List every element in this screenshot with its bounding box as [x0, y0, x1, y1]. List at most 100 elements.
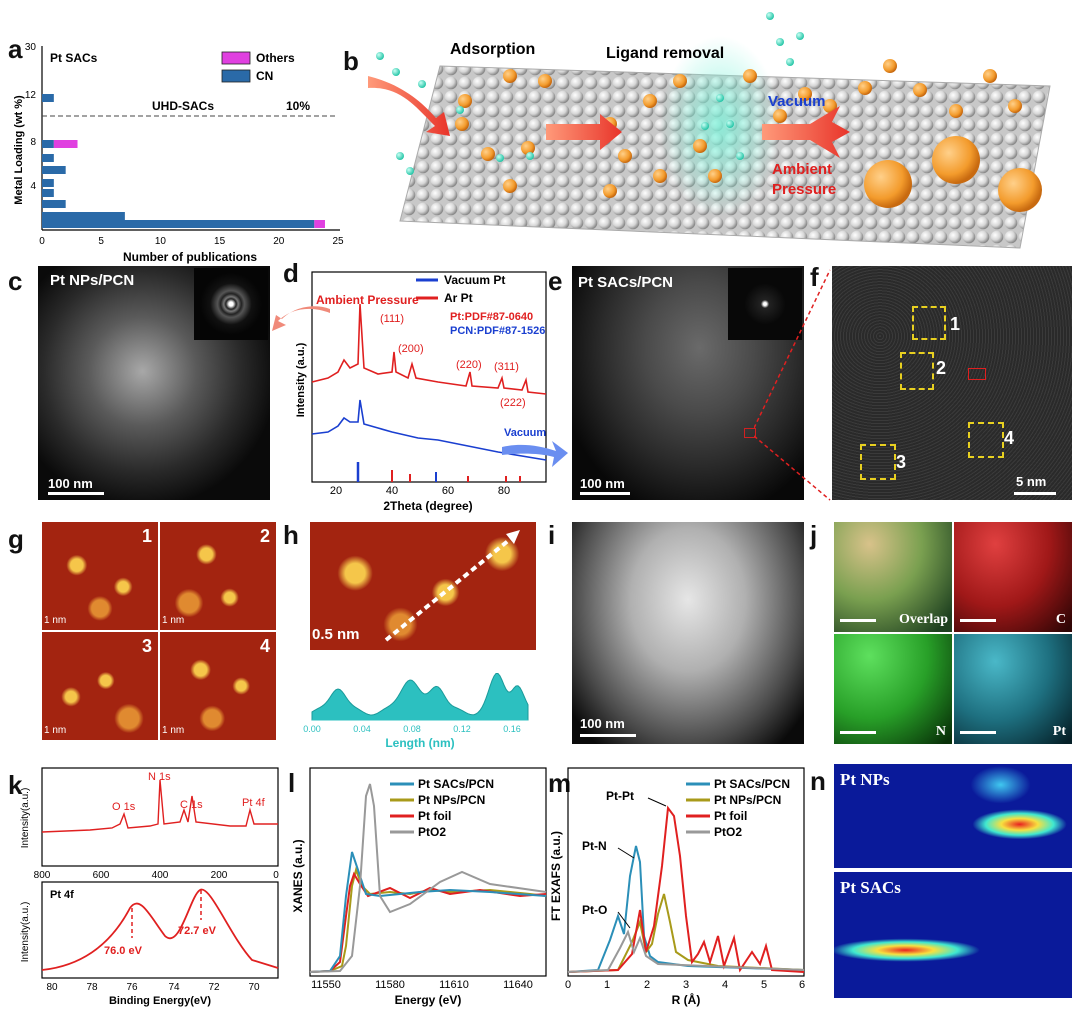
a-x-ticks: 0 5 10 15 20 25 [39, 236, 344, 247]
l-pto2-line [309, 783, 547, 973]
k-peak-760: 76.0 eV [104, 945, 143, 957]
a-ytick-12: 12 [25, 90, 37, 101]
d-vacuum-label: Vacuum [504, 427, 546, 439]
b-pt-atom [743, 69, 757, 83]
d-peak-222: (222) [500, 397, 526, 409]
b-pt-atom [503, 69, 517, 83]
m-legend: Pt SACs/PCN Pt NPs/PCN Pt foil PtO2 [686, 777, 790, 839]
k-n1s: N 1s [148, 771, 171, 783]
j-c-label: C [1055, 612, 1066, 627]
b-ligand-atom [736, 152, 744, 160]
f-red-box [968, 368, 986, 380]
g-tile-1-label: 1 [141, 526, 152, 546]
g-tile-3-scale: 1 nm [44, 725, 67, 736]
f-box-2 [900, 352, 934, 390]
g-tile-4-label: 4 [259, 636, 270, 656]
svg-text:20: 20 [330, 485, 342, 497]
g-tile-4: 4 1 nm [160, 632, 276, 740]
m-ptn-label: Pt-N [582, 839, 607, 853]
panel-letter-d: d [283, 258, 299, 288]
panel-letter-b: b [343, 46, 359, 76]
a-legend-others: Others [256, 51, 295, 65]
l-ylabel: XANES (a.u.) [291, 839, 305, 912]
panel-letter-c: c [8, 266, 23, 296]
k-bot-tick-0: 80 [46, 982, 58, 993]
b-ligand-atom [496, 154, 504, 162]
m-frame [567, 767, 805, 977]
n-top-label: Pt NPs [840, 770, 890, 789]
panel-letter-m: m [548, 768, 572, 798]
b-pt-atom [618, 149, 632, 163]
b-ligand-atom [701, 122, 709, 130]
b-pt-atom [455, 117, 469, 131]
b-ligand-removal-label: Ligand removal [606, 45, 724, 62]
a-bars [42, 94, 325, 228]
d-reference-sticks [356, 462, 521, 482]
e-scale-bar [580, 492, 630, 495]
h-tick-3: 0.12 [453, 724, 471, 734]
panel-m-chart: 0 1 2 3 4 5 6 R (Å) FT EXAFS (a.u.) Pt-P… [549, 767, 805, 1007]
m-ylabel: FT EXAFS (a.u.) [549, 831, 563, 921]
a-bar-cn [42, 166, 66, 174]
k-bottom-title: Pt 4f [50, 889, 74, 901]
h-arrow [384, 530, 520, 642]
h-tick-0: 0.00 [303, 724, 321, 734]
m-legend-foil: Pt foil [714, 809, 747, 823]
c-label: Pt NPs/PCN [50, 272, 135, 289]
b-pt-atom [823, 99, 837, 113]
a-bar-cn [42, 94, 54, 102]
b-fork-arrow [762, 106, 850, 158]
k-bot-tick-2: 76 [126, 982, 138, 993]
b-pt-atom [858, 81, 872, 95]
l-tick-3: 11640 [503, 979, 533, 991]
k-pt4f: Pt 4f [242, 797, 266, 809]
m-tick-3: 3 [683, 979, 689, 991]
panel-letter-i: i [548, 520, 556, 550]
d-peak-220: (220) [456, 359, 482, 371]
m-pto2-line [567, 929, 805, 973]
a-bar-cn [42, 179, 54, 187]
a-xtick: 0 [39, 236, 45, 247]
b-ligand-atom [456, 106, 464, 114]
f-scale-label: 5 nm [1016, 474, 1047, 489]
b-pt-atom [983, 69, 997, 83]
b-ligand-atom [796, 32, 804, 40]
m-legend-sacs: Pt SACs/PCN [714, 777, 790, 791]
panel-letter-f: f [810, 262, 819, 292]
a-bar-others [53, 140, 78, 148]
k-c1s: C 1s [180, 799, 203, 811]
b-ligand-atom [392, 68, 400, 76]
a-bar-cn [42, 200, 66, 208]
b-pt-atom [458, 94, 472, 108]
panel-l-chart: 11550 11580 11610 11640 Energy (eV) XANE… [291, 767, 547, 1007]
svg-text:60: 60 [442, 485, 454, 497]
h-scale-label: 0.5 nm [312, 626, 360, 643]
m-legend-pto2: PtO2 [714, 825, 742, 839]
b-pt-atom [603, 184, 617, 198]
k-bot-tick-1: 78 [86, 982, 98, 993]
panel-letter-a: a [8, 34, 23, 64]
g-tile-4-scale: 1 nm [162, 725, 185, 736]
l-legend-pto2: PtO2 [418, 825, 446, 839]
b-adsorption-arrow [368, 76, 450, 136]
panel-n-bottom: Pt SACs [834, 872, 1072, 998]
k-top-tick-1: 600 [93, 870, 110, 881]
b-ligand-atom [766, 12, 774, 20]
l-tick-0: 11550 [311, 979, 341, 991]
b-pt-atom [1008, 99, 1022, 113]
a-threshold-label: UHD-SACs [152, 99, 214, 113]
j-n-label: N [935, 724, 946, 739]
b-pt-atom [481, 147, 495, 161]
h-tick-2: 0.08 [403, 724, 421, 734]
b-particles [376, 12, 1022, 198]
b-pt-atom [643, 94, 657, 108]
panel-j-grid: Overlap C N Pt [834, 522, 1072, 744]
g-tile-2-label: 2 [259, 526, 270, 546]
a-xtick: 20 [273, 236, 285, 247]
j-overlap: Overlap [834, 522, 952, 632]
d-ylabel: Intensity (a.u.) [295, 342, 307, 417]
k-top-ylabel: Intensity(a.u.) [20, 788, 31, 849]
h-profile-area [311, 673, 529, 721]
m-ptfoil-line [567, 805, 805, 973]
panel-f-image: 1 2 3 4 5 nm [832, 266, 1072, 500]
